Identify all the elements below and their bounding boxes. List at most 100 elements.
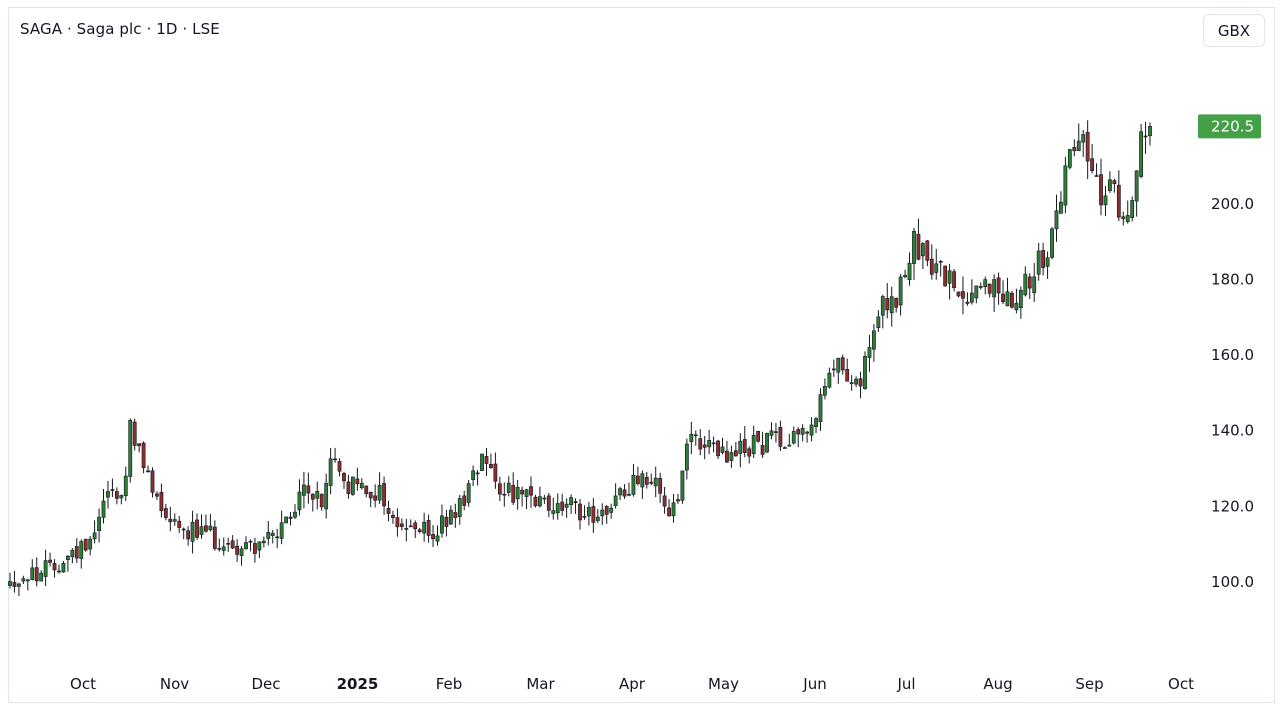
candle-body-down bbox=[840, 357, 845, 371]
candle-body-down bbox=[275, 536, 280, 539]
candle bbox=[333, 447, 337, 463]
y-tick-label: 140.0 bbox=[1211, 422, 1254, 440]
candle bbox=[493, 452, 498, 489]
candle bbox=[106, 480, 110, 509]
candle bbox=[604, 505, 609, 524]
candle bbox=[742, 426, 747, 458]
candle-body-up bbox=[640, 473, 645, 488]
candle bbox=[582, 505, 587, 520]
candle bbox=[288, 511, 293, 526]
candle-body-down bbox=[635, 475, 640, 484]
candle-body-down bbox=[938, 260, 943, 263]
candle bbox=[1014, 288, 1019, 314]
candle-body-up bbox=[208, 525, 213, 531]
candle-body-down bbox=[1121, 216, 1126, 220]
y-tick-label: 160.0 bbox=[1211, 346, 1254, 364]
candle bbox=[1010, 291, 1014, 309]
candle bbox=[689, 421, 694, 455]
candle-body-up bbox=[88, 538, 93, 550]
candle-body-up bbox=[609, 507, 614, 513]
candle bbox=[346, 474, 351, 499]
candle-body-down bbox=[110, 489, 115, 491]
candle bbox=[377, 472, 382, 505]
candle-body-down bbox=[395, 517, 400, 528]
x-tick-label: 2025 bbox=[337, 675, 379, 693]
candle bbox=[903, 269, 907, 279]
candle bbox=[431, 525, 435, 548]
candle bbox=[1108, 171, 1112, 193]
candle bbox=[382, 476, 386, 515]
candle-body-up bbox=[1050, 228, 1054, 258]
candle bbox=[302, 471, 306, 509]
candle-body-down bbox=[155, 493, 159, 497]
candle-body-up bbox=[823, 386, 827, 396]
candle bbox=[613, 483, 618, 509]
candle-body-up bbox=[1005, 291, 1010, 307]
x-tick-label: Nov bbox=[160, 675, 189, 693]
candle bbox=[569, 494, 573, 514]
x-axis[interactable]: Oct Nov Dec 2025 Feb Mar Apr May Jun Jul Aug Sep Oct bbox=[70, 675, 1194, 693]
x-tick-label: Sep bbox=[1075, 675, 1103, 693]
candle-body-down bbox=[181, 528, 186, 531]
candle-body-down bbox=[382, 483, 386, 507]
y-axis[interactable]: 100.0 120.0 140.0 160.0 180.0 200.0 bbox=[1211, 195, 1254, 591]
candle bbox=[1023, 266, 1028, 297]
candle-body-down bbox=[667, 507, 671, 517]
candle-body-down bbox=[132, 421, 137, 446]
candle-body-up bbox=[217, 548, 222, 550]
candle bbox=[350, 476, 355, 496]
candle bbox=[533, 494, 538, 508]
candle-body-up bbox=[39, 572, 44, 582]
candle bbox=[257, 541, 262, 559]
candle bbox=[711, 436, 716, 453]
candle bbox=[123, 466, 128, 502]
candle bbox=[186, 526, 191, 546]
x-tick-label: Feb bbox=[436, 675, 463, 693]
candle bbox=[21, 575, 26, 584]
candle bbox=[854, 376, 858, 388]
candle bbox=[551, 497, 556, 520]
y-tick-label: 200.0 bbox=[1211, 195, 1254, 213]
candle-body-up bbox=[809, 424, 814, 436]
candle-body-down bbox=[489, 463, 493, 469]
candle-body-down bbox=[48, 559, 52, 563]
candle-body-up bbox=[266, 532, 271, 539]
candle bbox=[408, 519, 413, 528]
candle bbox=[823, 378, 827, 400]
candle bbox=[938, 260, 943, 277]
candle bbox=[386, 500, 391, 522]
candle bbox=[916, 218, 921, 261]
candle bbox=[961, 276, 965, 315]
candle-body-up bbox=[17, 583, 21, 587]
candle-body-down bbox=[742, 439, 747, 453]
x-tick-label: Oct bbox=[70, 675, 96, 693]
currency-button[interactable]: GBX bbox=[1203, 14, 1265, 47]
candle bbox=[484, 448, 489, 477]
candle bbox=[809, 417, 814, 442]
candle bbox=[74, 538, 79, 564]
candle-body-up bbox=[889, 296, 894, 314]
candle-body-down bbox=[373, 495, 378, 501]
candle bbox=[212, 520, 217, 551]
candle-body-down bbox=[462, 495, 467, 506]
candle bbox=[996, 272, 1001, 305]
candle bbox=[337, 458, 342, 477]
candle bbox=[217, 538, 222, 552]
candle bbox=[199, 514, 204, 539]
candle-body-up bbox=[43, 560, 48, 577]
candle bbox=[34, 557, 39, 587]
candle-body-up bbox=[992, 279, 997, 298]
candle-body-up bbox=[631, 474, 636, 495]
candle-body-up bbox=[101, 500, 106, 518]
candle bbox=[101, 488, 106, 524]
candle bbox=[328, 447, 333, 495]
candle-body-down bbox=[426, 520, 431, 536]
candle bbox=[391, 510, 395, 524]
candle bbox=[368, 491, 373, 508]
candle bbox=[399, 518, 404, 531]
candle bbox=[462, 490, 467, 511]
candle-body-up bbox=[119, 495, 124, 499]
candle-body-down bbox=[83, 538, 88, 551]
candle-body-up bbox=[8, 581, 12, 586]
